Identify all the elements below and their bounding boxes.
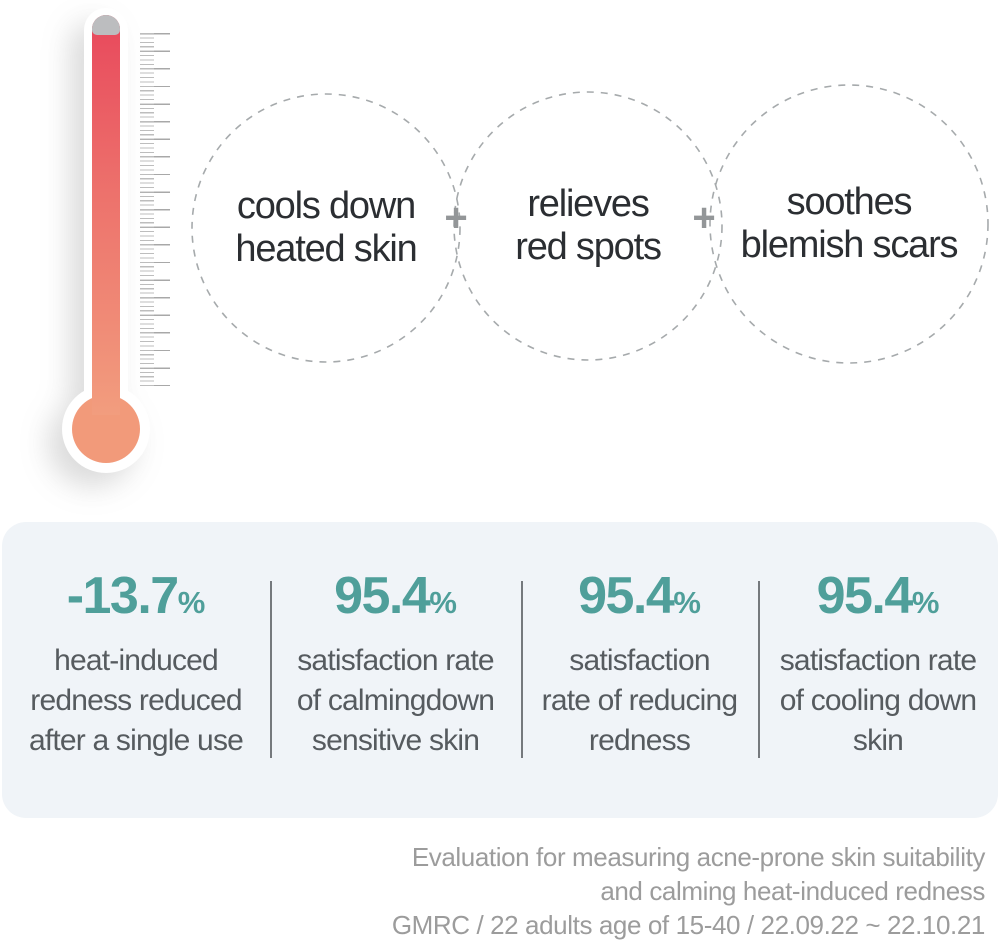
- stat-redness-reduction-satisfaction: 95.4% satisfaction rate of reducing redn…: [521, 522, 758, 818]
- footnote-line: and calming heat-induced redness: [600, 876, 985, 906]
- stat-description: satisfaction rate of calmingdown sensiti…: [296, 644, 495, 757]
- stat-value: -13.7%: [2, 568, 270, 631]
- benefit-label: relieves red spots: [515, 183, 662, 268]
- stat-unit: %: [429, 585, 457, 620]
- stat-value: 95.4%: [521, 568, 758, 631]
- stat-heat-induced-redness: -13.7% heat-induced redness reduced afte…: [2, 522, 270, 818]
- footnote-line: GMRC / 22 adults age of 15-40 / 22.09.22…: [391, 910, 986, 940]
- benefit-label: cools down heated skin: [235, 185, 417, 270]
- stat-number: -13.7: [66, 567, 180, 625]
- stat-cooling-satisfaction: 95.4% satisfaction rate of cooling down …: [758, 522, 998, 818]
- thermometer-body: [0, 0, 200, 500]
- stat-value: 95.4%: [758, 568, 998, 631]
- footnote-line: Evaluation for measuring acne-prone skin…: [411, 842, 986, 872]
- stat-unit: %: [673, 585, 701, 620]
- stat-divider: [521, 581, 523, 758]
- benefit-circle-relieves-red-spots: relieves red spots: [454, 92, 722, 360]
- thermometer-fill: [92, 15, 120, 415]
- benefit-circles-outline: [191, 84, 989, 364]
- stat-description: heat-induced redness reduced after a sin…: [28, 644, 244, 757]
- stat-unit: %: [911, 585, 940, 620]
- benefit-label: soothes blemish scars: [740, 181, 959, 266]
- stats-grid: -13.7% heat-induced redness reduced afte…: [2, 522, 998, 818]
- plus-icon: +: [444, 196, 468, 240]
- stat-divider: [758, 581, 760, 758]
- stat-divider: [270, 581, 272, 758]
- stat-calming-satisfaction: 95.4% satisfaction rate of calmingdown s…: [270, 522, 521, 818]
- benefit-circle-soothes-blemish-scars: soothes blemish scars: [709, 84, 989, 364]
- stat-unit: %: [177, 585, 206, 620]
- stat-value: 95.4%: [270, 568, 521, 631]
- thermometer-scale-ticks: [140, 33, 170, 386]
- stats-panel: -13.7% heat-induced redness reduced afte…: [2, 522, 998, 818]
- stat-number: 95.4: [578, 567, 675, 625]
- stat-number: 95.4: [334, 567, 431, 625]
- benefit-circle-cools-down: cools down heated skin: [192, 94, 460, 362]
- stat-description: satisfaction rate of cooling down skin: [779, 644, 977, 757]
- footnote: Evaluation for measuring acne-prone skin…: [391, 840, 986, 940]
- stat-description: satisfaction rate of reducing redness: [541, 644, 738, 757]
- stat-number: 95.4: [816, 567, 914, 625]
- plus-icon: +: [692, 196, 716, 240]
- thermometer-illustration: [0, 0, 200, 500]
